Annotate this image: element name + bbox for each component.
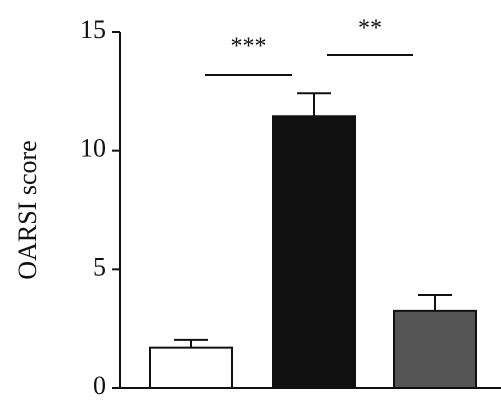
y-tick-label: 5 [93, 252, 106, 281]
significance-label: ** [358, 16, 382, 42]
y-tick-label: 0 [93, 371, 106, 400]
y-tick-label: 10 [80, 134, 106, 163]
bar [393, 309, 477, 389]
bar [149, 346, 233, 389]
bar [272, 115, 356, 390]
significance-label: *** [231, 34, 267, 60]
y-axis-label: OARSI score [13, 140, 42, 279]
y-tick-label: 15 [80, 15, 106, 44]
